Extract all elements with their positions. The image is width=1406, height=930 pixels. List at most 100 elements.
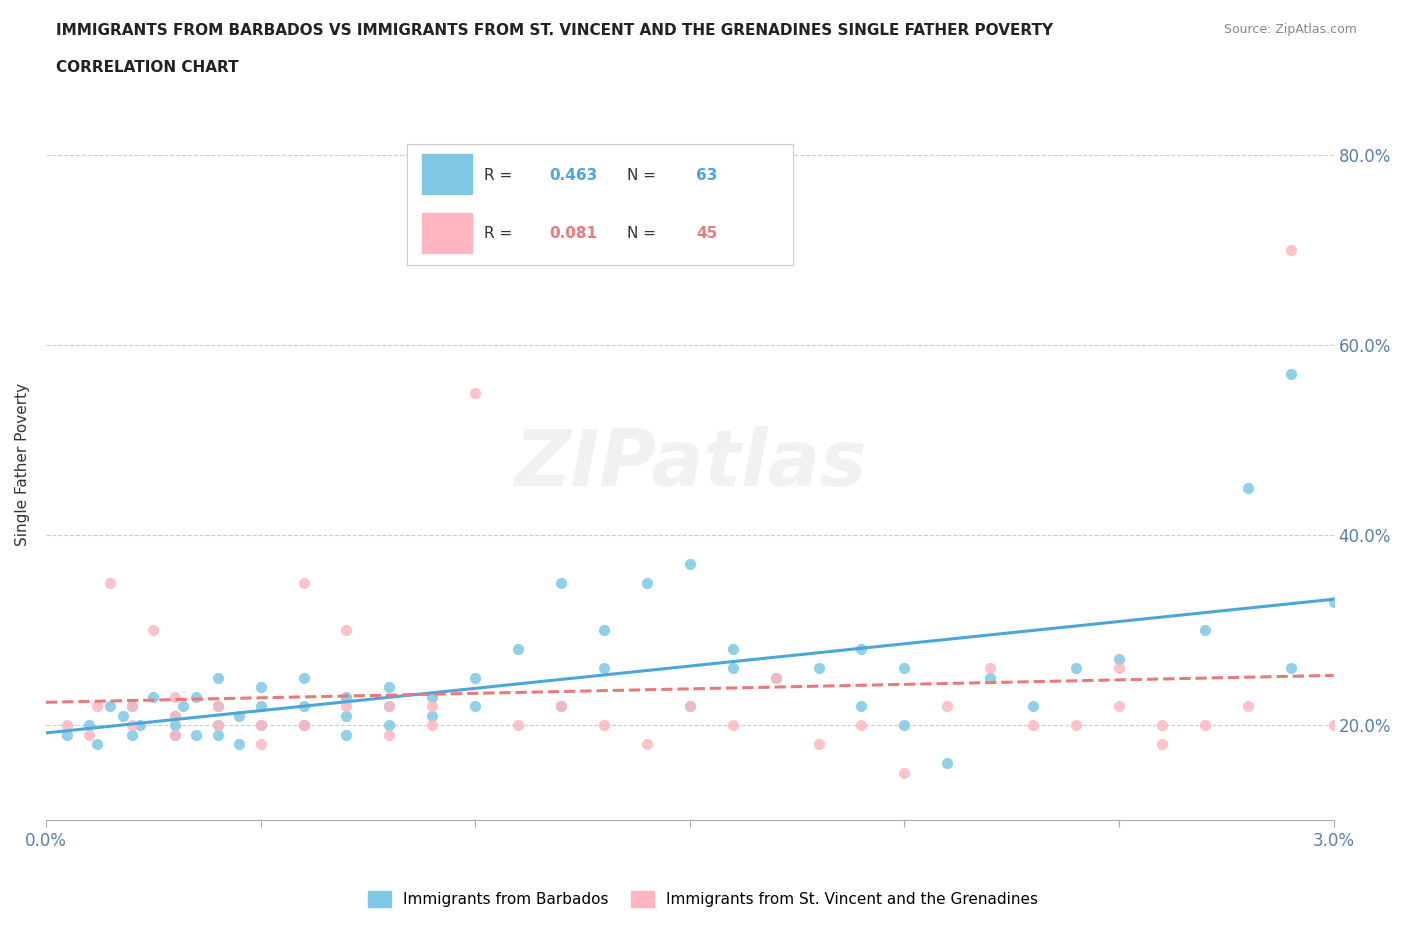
Point [172,698,194,713]
Point [636,737,658,751]
Point [721,718,744,733]
Point [335,689,357,704]
Point [721,660,744,675]
Point [550,698,572,713]
Point [851,698,873,713]
Point [1194,623,1216,638]
Point [335,623,357,638]
Point [292,718,315,733]
Point [207,698,229,713]
Point [129,718,152,733]
Point [121,698,143,713]
Point [593,718,616,733]
Point [207,718,229,733]
Point [121,727,143,742]
Text: ZIPatlas: ZIPatlas [513,426,866,502]
Point [979,660,1001,675]
Point [464,698,486,713]
Point [1108,698,1130,713]
Y-axis label: Single Father Poverty: Single Father Poverty [15,382,30,546]
Point [679,698,702,713]
Point [1108,660,1130,675]
Point [936,698,959,713]
Point [292,698,315,713]
Point [1022,698,1045,713]
Point [86,737,108,751]
Point [1194,718,1216,733]
Point [163,727,186,742]
Point [979,671,1001,685]
Point [851,642,873,657]
Point [420,698,443,713]
Point [86,698,108,713]
Point [77,718,100,733]
Point [420,689,443,704]
Point [550,576,572,591]
Text: Source: ZipAtlas.com: Source: ZipAtlas.com [1223,23,1357,36]
Point [228,737,250,751]
Text: IMMIGRANTS FROM BARBADOS VS IMMIGRANTS FROM ST. VINCENT AND THE GRENADINES SINGL: IMMIGRANTS FROM BARBADOS VS IMMIGRANTS F… [56,23,1053,38]
Point [936,756,959,771]
Point [378,698,401,713]
Point [112,709,135,724]
Point [98,698,121,713]
Point [893,660,915,675]
Point [1064,718,1087,733]
Point [292,671,315,685]
Point [420,718,443,733]
Point [163,727,186,742]
Point [593,660,616,675]
Point [249,718,271,733]
Point [186,689,208,704]
Point [186,727,208,742]
Point [228,709,250,724]
Point [1323,594,1346,609]
Point [1323,718,1346,733]
Point [163,709,186,724]
Point [335,727,357,742]
Point [1150,718,1173,733]
Point [207,718,229,733]
Point [851,718,873,733]
Point [249,718,271,733]
Point [163,709,186,724]
Point [807,737,830,751]
Point [1236,698,1258,713]
Point [207,727,229,742]
Point [249,680,271,695]
Point [98,576,121,591]
Point [121,718,143,733]
Text: CORRELATION CHART: CORRELATION CHART [56,60,239,75]
Point [121,698,143,713]
Point [550,698,572,713]
Point [335,698,357,713]
Legend: Immigrants from Barbados, Immigrants from St. Vincent and the Grenadines: Immigrants from Barbados, Immigrants fro… [361,884,1045,913]
Point [56,718,79,733]
Point [636,576,658,591]
Point [1108,651,1130,666]
Point [1279,243,1302,258]
Point [335,709,357,724]
Point [378,718,401,733]
Point [1236,480,1258,495]
Point [249,737,271,751]
Point [142,623,165,638]
Point [56,727,79,742]
Point [420,709,443,724]
Point [593,623,616,638]
Point [679,556,702,571]
Point [378,680,401,695]
Point [292,718,315,733]
Point [765,671,787,685]
Point [292,576,315,591]
Point [1064,660,1087,675]
Point [1022,718,1045,733]
Point [765,671,787,685]
Point [893,718,915,733]
Point [721,642,744,657]
Point [249,698,271,713]
Point [1279,366,1302,381]
Point [1279,660,1302,675]
Point [77,727,100,742]
Point [378,727,401,742]
